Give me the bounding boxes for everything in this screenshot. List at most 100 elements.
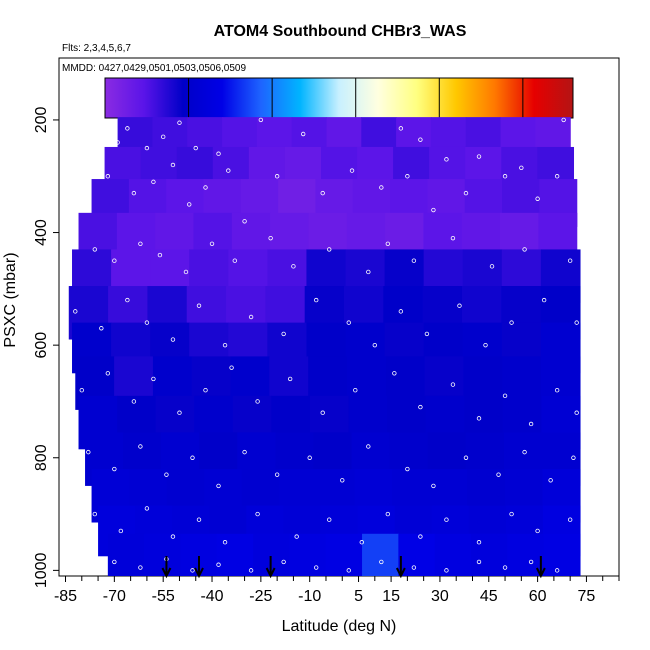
y-axis: 200 400 600 800 1000: [33, 106, 59, 588]
sample-point: [125, 126, 130, 131]
sample-point: [509, 511, 514, 517]
sample-point: [476, 559, 482, 565]
sample-point: [216, 483, 221, 489]
sample-point: [138, 241, 143, 246]
x-tick-label: 15: [382, 588, 400, 605]
heatmap-cell: [325, 533, 363, 576]
sample-point: [431, 483, 436, 489]
heatmap-cell: [107, 533, 145, 576]
sample-point: [366, 444, 371, 449]
sample-point: [151, 376, 156, 382]
x-tick-label: 60: [529, 588, 547, 605]
sample-point: [535, 196, 540, 201]
y-tick-label: 600: [33, 332, 50, 359]
sample-point: [411, 565, 417, 570]
sample-point: [366, 269, 371, 275]
sample-point: [216, 562, 221, 567]
x-tick-label: 30: [431, 588, 449, 605]
x-tick-label: 5: [354, 588, 363, 605]
sample-point: [125, 297, 130, 303]
sample-point: [151, 179, 156, 185]
y-tick-label: 1000: [33, 552, 50, 588]
sample-point: [105, 174, 111, 179]
sample-point: [203, 388, 208, 393]
sample-point: [457, 303, 462, 308]
sample-point: [203, 185, 208, 190]
sample-point: [418, 534, 423, 539]
sample-point: [424, 331, 430, 337]
sample-point: [320, 190, 325, 196]
sample-point: [346, 568, 351, 573]
sample-point: [519, 165, 524, 170]
x-tick-label: -70: [103, 588, 126, 605]
sample-point: [187, 202, 192, 207]
sample-point: [170, 534, 176, 539]
sample-point: [190, 568, 195, 573]
sample-point: [193, 145, 198, 151]
x-tick-label: -10: [298, 588, 321, 605]
heatmap-cell: [543, 533, 581, 576]
sample-point: [509, 320, 514, 325]
heatmap-cell: [470, 533, 508, 576]
sample-point: [118, 528, 124, 534]
sample-point: [372, 342, 378, 348]
sample-point: [502, 174, 508, 179]
sample-point: [567, 517, 573, 522]
x-tick-label: -85: [54, 588, 77, 605]
sample-point: [522, 449, 527, 455]
sample-point: [541, 297, 547, 303]
sample-point: [144, 320, 150, 325]
sample-point: [392, 371, 397, 376]
sample-point: [131, 190, 137, 196]
sample-point: [554, 174, 560, 179]
sample-point: [229, 365, 234, 370]
sample-point: [226, 168, 231, 173]
sample-point: [281, 559, 286, 565]
sample-point: [242, 219, 247, 224]
sample-point: [196, 303, 202, 308]
sample-point: [294, 534, 299, 539]
sample-point: [340, 478, 345, 483]
heatmap-cell: [362, 533, 399, 576]
sample-point: [418, 137, 423, 142]
chart-title: ATOM4 Southbound CHBr3_WAS: [214, 23, 467, 40]
sample-point: [483, 342, 488, 348]
sample-point: [183, 269, 189, 275]
surface-arrow: [395, 556, 406, 579]
sample-point: [209, 241, 215, 246]
sample-point: [242, 449, 247, 455]
sample-point: [450, 382, 456, 387]
sample-point: [164, 472, 169, 477]
sample-point: [476, 154, 482, 159]
sample-point: [131, 399, 137, 404]
sample-point: [157, 252, 163, 258]
sample-point: [92, 511, 98, 517]
sample-point: [190, 455, 195, 460]
sample-point: [385, 241, 391, 246]
sample-point: [489, 264, 495, 269]
sample-point: [574, 410, 579, 415]
sample-point: [502, 393, 508, 399]
sample-point: [571, 455, 576, 460]
sample-point: [346, 320, 351, 325]
sample-point: [248, 314, 254, 320]
sample-point: [314, 297, 319, 303]
sample-point: [561, 117, 566, 123]
sample-point: [450, 235, 456, 241]
sample-point: [281, 331, 286, 337]
sample-point: [314, 565, 319, 570]
sample-point: [327, 247, 332, 252]
sample-point: [548, 478, 553, 483]
sample-point: [144, 145, 150, 151]
heatmap-cell: [434, 533, 472, 576]
sample-point: [274, 174, 280, 179]
sample-point: [476, 540, 482, 545]
sample-point: [554, 568, 560, 573]
sample-point: [255, 511, 260, 517]
sample-point: [112, 258, 117, 263]
sample-point: [405, 174, 410, 179]
sample-point: [320, 410, 325, 415]
sample-point: [476, 416, 482, 421]
y-tick-label: 200: [33, 106, 50, 133]
